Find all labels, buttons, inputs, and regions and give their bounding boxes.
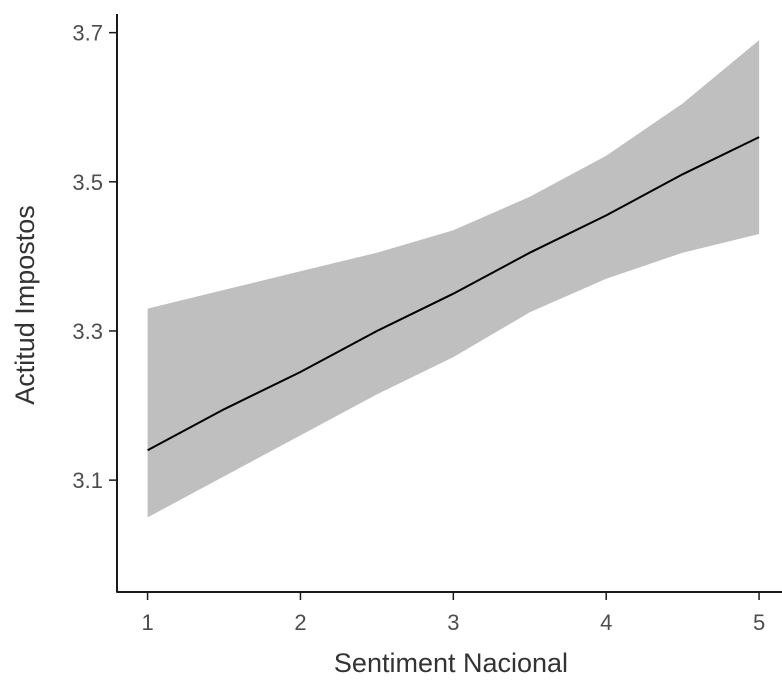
x-axis-title: Sentiment Nacional bbox=[334, 648, 568, 678]
trend-line bbox=[147, 136, 760, 452]
y-axis-title: Actitud Impostos bbox=[10, 205, 40, 405]
y-ticks: 3.1 3.3 3.5 3.7 bbox=[72, 21, 117, 493]
x-ticks: 1 2 3 4 5 bbox=[141, 592, 765, 635]
axes bbox=[116, 14, 782, 593]
y-tick-label: 3.3 bbox=[72, 319, 103, 344]
x-tick-label: 2 bbox=[294, 610, 306, 635]
x-tick-label: 4 bbox=[600, 610, 612, 635]
x-tick-label: 3 bbox=[447, 610, 459, 635]
x-tick-label: 1 bbox=[141, 610, 153, 635]
confidence-band bbox=[147, 40, 760, 518]
y-tick-label: 3.5 bbox=[72, 170, 103, 195]
y-tick-label: 3.1 bbox=[72, 468, 103, 493]
confidence-band-layer bbox=[147, 40, 760, 518]
x-tick-label: 5 bbox=[753, 610, 765, 635]
line-layer bbox=[147, 136, 760, 452]
y-tick-label: 3.7 bbox=[72, 21, 103, 46]
